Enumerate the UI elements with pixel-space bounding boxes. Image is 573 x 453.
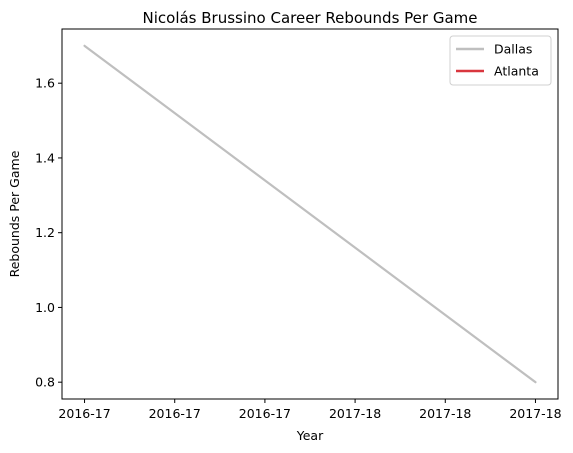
y-tick-label: 1.0 (35, 300, 55, 315)
y-axis-label: Rebounds Per Game (7, 150, 22, 277)
x-tick-label: 2016-17 (239, 406, 291, 421)
y-tick-label: 0.8 (35, 375, 55, 390)
legend-label: Dallas (494, 42, 532, 57)
x-tick-label: 2017-18 (419, 406, 471, 421)
x-tick-label: 2017-18 (329, 406, 381, 421)
legend: Dallas Atlanta (449, 35, 552, 86)
y-tick-label: 1.6 (35, 76, 55, 91)
x-axis: 2016-17 2016-17 2016-17 2017-18 2017-18 2017-… (58, 399, 562, 421)
y-tick-label: 1.4 (35, 150, 55, 165)
chart-title: Nicolás Brussino Career Rebounds Per Gam… (143, 9, 478, 27)
x-tick-label: 2016-17 (149, 406, 201, 421)
y-tick-label: 1.2 (35, 225, 55, 240)
series-line-0 (83, 44, 537, 384)
x-tick-label: 2016-17 (58, 406, 110, 421)
y-axis: 0.8 1.0 1.2 1.4 1.6 (35, 76, 62, 390)
series-layer (83, 44, 537, 384)
x-tick-label: 2017-18 (509, 406, 561, 421)
plot-frame (61, 28, 559, 400)
legend-label: Atlanta (494, 64, 539, 79)
x-axis-label: Year (296, 428, 324, 443)
